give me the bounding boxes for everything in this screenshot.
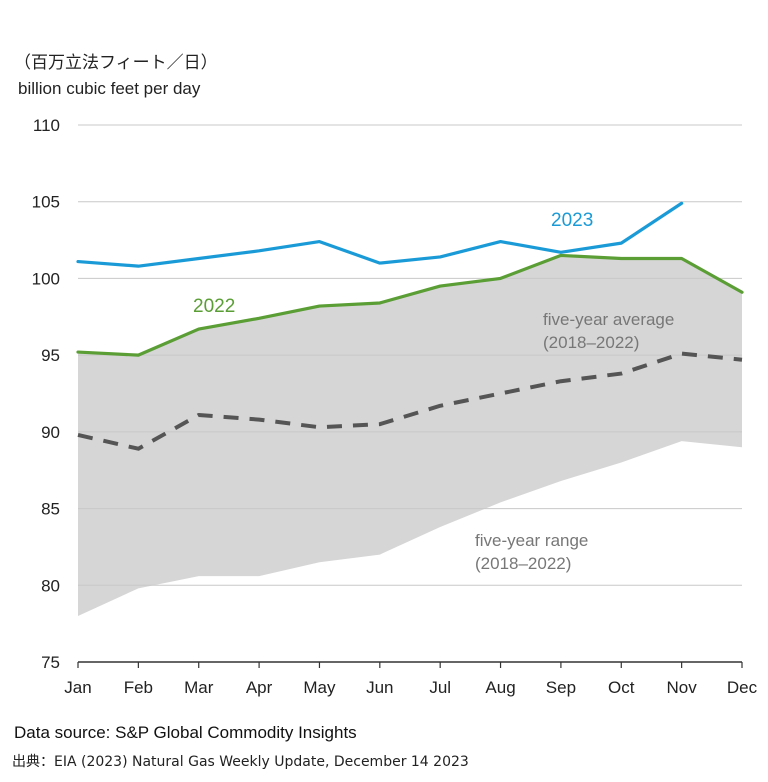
x-tick-Mar: Mar	[184, 678, 214, 697]
x-tick-Feb: Feb	[124, 678, 153, 697]
series-line-2022	[76, 253, 744, 357]
y-tick-90: 90	[41, 423, 60, 442]
range-layer	[78, 255, 742, 616]
label-2022: 2022	[193, 296, 235, 317]
y-tick-100: 100	[32, 269, 60, 288]
unit-label-english: billion cubic feet per day	[18, 79, 201, 98]
x-tick-Apr: Apr	[246, 678, 273, 697]
x-tick-Aug: Aug	[485, 678, 515, 697]
x-tick-Sep: Sep	[546, 678, 576, 697]
label-average-line1: five-year average	[543, 310, 674, 329]
label-range-line2: (2018–2022)	[475, 554, 571, 573]
unit-label-japanese: （百万立法フィート／日）	[14, 53, 218, 73]
x-tick-Jan: Jan	[64, 678, 91, 697]
x-tick-Oct: Oct	[608, 678, 635, 697]
x-tick-Nov: Nov	[667, 678, 698, 697]
x-tick-Jul: Jul	[429, 678, 451, 697]
annotation-labels: 2023 2022 five-year average (2018–2022) …	[193, 210, 674, 573]
citation: 出典：EIA (2023) Natural Gas Weekly Update,…	[12, 754, 469, 770]
y-tick-75: 75	[41, 653, 60, 672]
gridlines: 75 80 85 90 95 100 105 110	[32, 116, 742, 672]
x-tick-May: May	[303, 678, 336, 697]
y-tick-95: 95	[41, 346, 60, 365]
label-range-line1: five-year range	[475, 531, 588, 550]
series-line-five-year-average	[77, 351, 743, 451]
y-tick-80: 80	[41, 576, 60, 595]
label-average-line2: (2018–2022)	[543, 333, 639, 352]
data-source: Data source: S&P Global Commodity Insigh…	[14, 723, 357, 742]
series-lines	[76, 201, 744, 451]
y-tick-85: 85	[41, 500, 60, 519]
y-tick-105: 105	[32, 193, 60, 212]
y-tick-110: 110	[33, 116, 60, 135]
axes: Jan Feb Mar Apr May Jun Jul Aug Sep Oct Nov Dec	[64, 661, 758, 697]
range-band	[78, 255, 742, 616]
label-2023: 2023	[551, 210, 593, 231]
x-tick-Jun: Jun	[366, 678, 393, 697]
series-line-2023	[76, 201, 684, 268]
x-tick-Dec: Dec	[727, 678, 758, 697]
